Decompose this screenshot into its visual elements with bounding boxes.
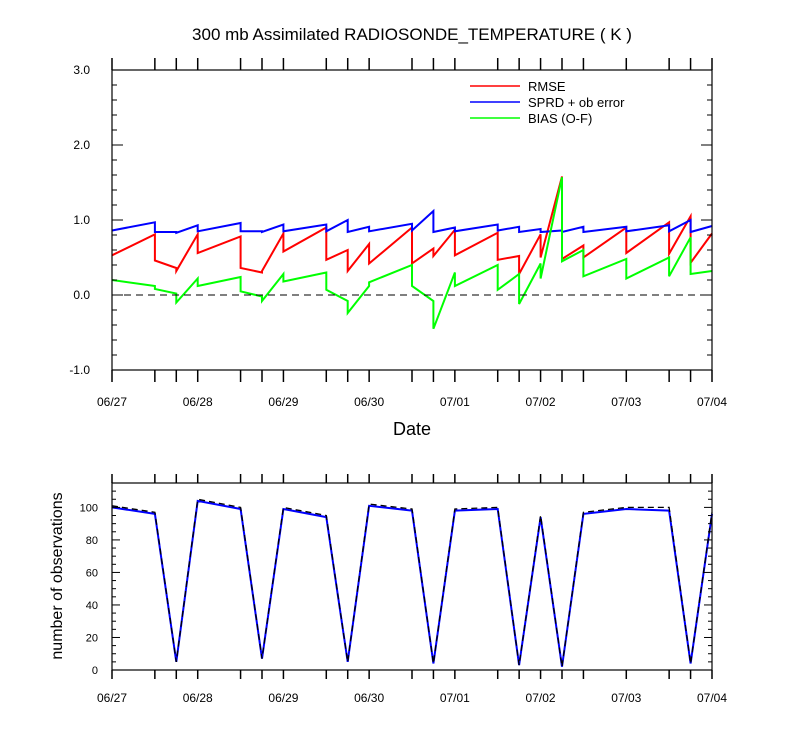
y-tick-label: 1.0 — [73, 213, 90, 227]
y-tick-label: 80 — [86, 535, 98, 547]
y-tick-label: -1.0 — [69, 363, 90, 377]
x-tick-label: 07/01 — [440, 395, 470, 409]
x-tick-label: 06/28 — [183, 691, 213, 705]
y-tick-label: 40 — [86, 600, 98, 612]
x-axis-label: Date — [393, 419, 431, 439]
y-tick-label: 20 — [86, 632, 98, 644]
x-tick-label: 07/02 — [526, 691, 556, 705]
x-tick-label: 07/01 — [440, 691, 470, 705]
x-tick-label: 06/30 — [354, 395, 384, 409]
y-tick-label: 2.0 — [73, 138, 90, 152]
y-tick-label: 0.0 — [73, 288, 90, 302]
x-tick-label: 06/29 — [268, 691, 298, 705]
y-tick-label: 3.0 — [73, 63, 90, 77]
series-line-bias-o-f — [111, 176, 713, 330]
top-chart: 300 mb Assimilated RADIOSONDE_TEMPERATUR… — [69, 25, 727, 439]
x-tick-label: 06/27 — [97, 395, 127, 409]
top-series-layer — [111, 176, 713, 330]
x-tick-label: 06/30 — [354, 691, 384, 705]
y-tick-label: 0 — [92, 665, 98, 677]
bottom-axes-layer: 100 80 60 40 20 0 06/27 06/28 06/29 06/30 07/01 07/… — [80, 474, 727, 705]
chart-title: 300 mb Assimilated RADIOSONDE_TEMPERATUR… — [192, 25, 632, 44]
top-plot-frame — [111, 69, 713, 371]
x-tick-label: 07/02 — [526, 395, 556, 409]
obs-count-dashed-line — [111, 498, 713, 667]
legend-label: RMSE — [528, 79, 566, 94]
y-tick-label: 60 — [86, 567, 98, 579]
x-tick-label: 06/28 — [183, 395, 213, 409]
x-tick-label: 06/29 — [268, 395, 298, 409]
y-axis-label: number of observations — [49, 492, 66, 659]
top-axes-layer: 3.0 2.0 1.0 0.0 -1.0 06/27 06/28 06/29 06/30 07/0… — [69, 58, 727, 409]
x-tick-label: 07/04 — [697, 395, 727, 409]
obs-count-solid-line — [111, 499, 713, 667]
bottom-chart: 100 80 60 40 20 0 06/27 06/28 06/29 06/30 07/01 07/… — [49, 474, 727, 705]
y-tick-label: 100 — [80, 502, 98, 514]
series-line-sprd-ob-error — [111, 208, 713, 235]
x-tick-label: 07/04 — [697, 691, 727, 705]
series-line-rmse — [111, 176, 713, 275]
x-tick-label: 07/03 — [611, 395, 641, 409]
legend-label: SPRD + ob error — [528, 95, 625, 110]
bottom-series-layer — [111, 498, 713, 667]
legend-label: BIAS (O-F) — [528, 111, 592, 126]
x-tick-label: 07/03 — [611, 691, 641, 705]
x-tick-label: 06/27 — [97, 691, 127, 705]
